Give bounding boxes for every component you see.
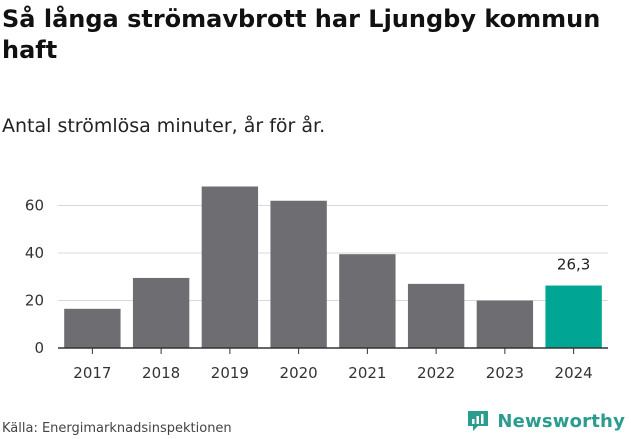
x-tick-label: 2021 (348, 364, 386, 382)
bar-2022 (407, 283, 465, 348)
x-tick-label: 2022 (417, 364, 455, 382)
bar-2023 (476, 300, 534, 348)
data-labels: 26,3 (557, 256, 590, 274)
x-tick-label: 2019 (211, 364, 249, 382)
y-tick-label: 40 (25, 244, 44, 262)
y-axis-ticks: 0 20 40 60 (25, 197, 44, 358)
y-tick-label: 60 (25, 197, 44, 215)
bar-2021 (339, 254, 396, 348)
bar-2017 (64, 308, 121, 348)
newsworthy-logo-icon (468, 411, 489, 431)
y-tick-label: 0 (34, 339, 44, 357)
bars (64, 186, 602, 348)
x-tick-label: 2024 (555, 364, 593, 382)
x-tick-label: 2017 (73, 364, 111, 382)
chart-subtitle: Antal strömlösa minuter, år för år. (2, 115, 326, 137)
bar-2018 (132, 277, 190, 348)
data-label: 26,3 (557, 256, 590, 274)
y-tick-label: 20 (25, 292, 44, 310)
bar-chart: 0 20 40 60 2017 2018 2019 2020 2021 2022 2023 2024… (25, 186, 608, 382)
brand-name: Newsworthy (497, 410, 625, 432)
x-tick-label: 2023 (486, 364, 524, 382)
bar-2024 (545, 285, 602, 348)
x-tick-label: 2020 (280, 364, 318, 382)
chart-title: Så långa strömavbrott har Ljungby kommun… (2, 5, 601, 64)
x-tick-label: 2018 (142, 364, 180, 382)
source-note: Källa: Energimarknadsinspektionen (2, 421, 232, 436)
x-axis-ticks: 2017 2018 2019 2020 2021 2022 2023 2024 (73, 364, 592, 382)
bar-2020 (270, 200, 327, 348)
x-axis (58, 347, 608, 354)
bar-2019 (201, 186, 259, 348)
brand-logo: Newsworthy (465, 408, 625, 434)
